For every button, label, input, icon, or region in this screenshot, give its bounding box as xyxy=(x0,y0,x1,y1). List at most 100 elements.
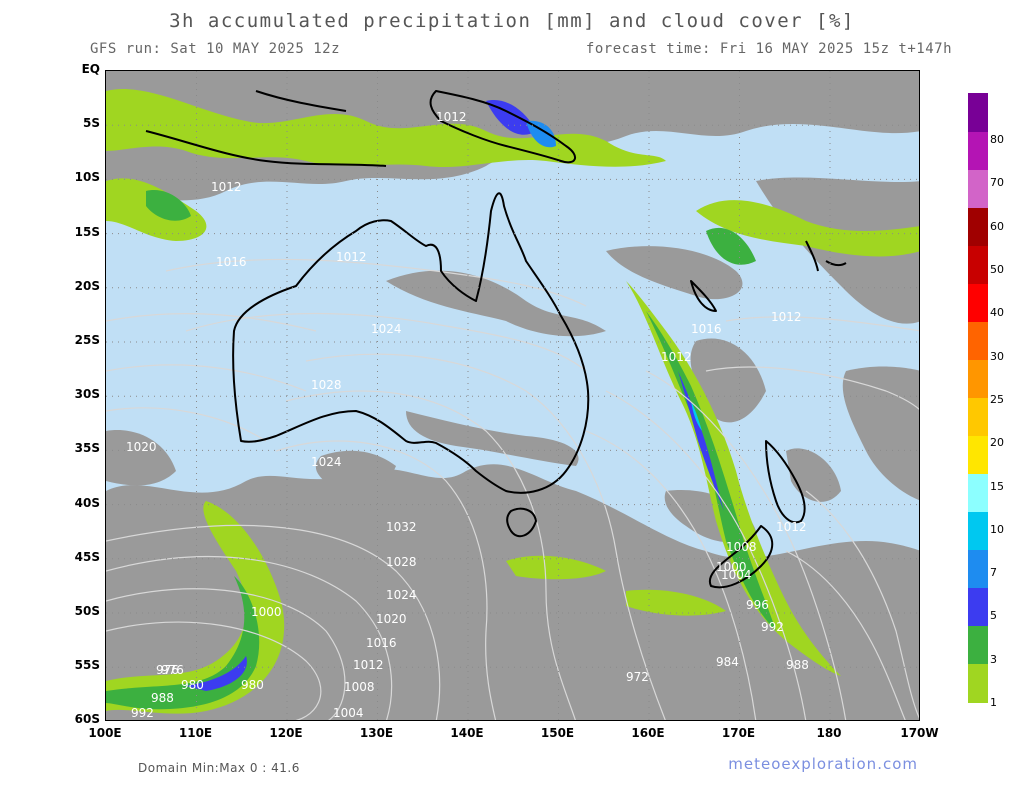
isobar-value-label: 980 xyxy=(241,678,264,692)
colorbar-label: 30 xyxy=(990,349,1004,363)
coastline xyxy=(232,192,590,494)
isobar-line xyxy=(585,430,757,720)
colorbar-label: 10 xyxy=(990,522,1004,536)
isobar-line xyxy=(305,353,666,720)
brand-link[interactable]: meteoexploration.com xyxy=(728,755,918,773)
precip-area xyxy=(626,589,726,616)
isobar-value-label: 1012 xyxy=(211,180,242,194)
isobar-value-label: 1020 xyxy=(376,612,407,626)
colorbar-swatch xyxy=(968,321,988,360)
colorbar-label: 7 xyxy=(990,566,997,580)
cloud-area xyxy=(786,448,841,502)
isobar-value-label: 1024 xyxy=(371,322,402,336)
isobar-value-label: 1000 xyxy=(251,605,282,619)
precip-area xyxy=(678,371,724,511)
isobar-line xyxy=(285,390,576,720)
colorbar-swatch xyxy=(968,397,988,437)
isobar-value-label: 976 xyxy=(156,663,179,677)
latitude-label: EQ xyxy=(81,62,100,76)
colorbar-swatch xyxy=(968,207,988,246)
latitude-label: 25S xyxy=(74,333,100,347)
latitude-label: 55S xyxy=(74,658,100,673)
cloud-area xyxy=(106,430,176,486)
longitude-label: 170E xyxy=(721,726,756,740)
isobar-value-label: 984 xyxy=(716,655,739,669)
coastline xyxy=(765,440,806,524)
cloud-area xyxy=(106,464,919,720)
isobar-line xyxy=(106,312,317,332)
isobar-value-label: 1012 xyxy=(661,350,692,364)
cloud-area xyxy=(690,338,766,423)
isobar-labels: 1012 1012 1012 1016 1020 1024 1028 1024 1032 1028… xyxy=(126,110,809,720)
colorbar-label: 1 xyxy=(990,696,997,709)
isobar-value-label: 1032 xyxy=(386,520,417,534)
latitude-label: 40S xyxy=(74,495,100,510)
isobar-line xyxy=(106,407,267,442)
colorbar-label: 25 xyxy=(990,392,1004,406)
isobar-value-label: 1008 xyxy=(726,540,757,554)
isobar-value-label: 1016 xyxy=(216,255,247,269)
isobar-line xyxy=(106,556,393,720)
coastline xyxy=(429,90,576,164)
colorbar-swatch xyxy=(968,169,988,208)
coastline xyxy=(145,130,387,167)
isobar-value-label: 980 xyxy=(181,678,204,692)
precip-area xyxy=(106,576,260,710)
isobar-value-label: 1024 xyxy=(311,455,342,469)
isobar-line xyxy=(705,366,919,410)
isobar-value-label: 1024 xyxy=(386,588,417,602)
latitude-label: 50S xyxy=(74,604,100,618)
coastline xyxy=(255,90,347,112)
precip-colorbar xyxy=(968,93,988,703)
isobar-line xyxy=(725,316,919,332)
latitude-label: 30S xyxy=(74,387,100,402)
colorbar-swatch xyxy=(968,511,988,551)
colorbar-label: 5 xyxy=(990,609,997,623)
coastline xyxy=(506,507,537,538)
colorbar-swatch xyxy=(968,549,988,589)
longitude-label: 130E xyxy=(359,726,394,740)
colorbar-swatch xyxy=(968,93,988,132)
isobar-value-label: 1016 xyxy=(691,322,722,336)
graticule-layer xyxy=(106,71,919,720)
isobar-value-label: 1016 xyxy=(366,636,397,650)
isobar-value-label: 992 xyxy=(131,706,154,720)
coastline xyxy=(805,240,819,272)
cloud-area xyxy=(315,450,396,491)
colorbar-label: 40 xyxy=(990,306,1004,320)
colorbar-label: 20 xyxy=(990,436,1004,450)
colorbar-label: 60 xyxy=(990,219,1004,233)
isobar-line xyxy=(106,364,307,392)
latitude-label: 35S xyxy=(74,441,100,456)
forecast-time-label: forecast time: Fri 16 MAY 2025 15z t+147… xyxy=(585,41,952,57)
isobar-line xyxy=(106,588,346,720)
precipitation-layer xyxy=(106,88,919,714)
colorbar-label: 50 xyxy=(990,263,1004,276)
longitude-label: 170W xyxy=(900,726,939,740)
colorbar-swatch xyxy=(968,663,988,703)
precip-area xyxy=(146,190,191,221)
weather-map: 1012 1012 1012 1016 1020 1024 1028 1024 1032 1028… xyxy=(105,70,920,721)
isobar-value-label: 1012 xyxy=(771,310,802,324)
isobar-value-label: 1012 xyxy=(776,520,807,534)
isobar-value-label: 1012 xyxy=(353,658,384,672)
isobar-value-label: 976 xyxy=(161,663,184,677)
isobar-line xyxy=(785,550,906,720)
chart-title: 3h accumulated precipitation [mm] and cl… xyxy=(169,10,855,32)
isobar-value-label: 988 xyxy=(151,691,174,705)
cloud-area xyxy=(606,246,743,300)
latitude-label: 15S xyxy=(74,224,100,239)
isobar-value-label: 1004 xyxy=(721,568,752,582)
precip-area xyxy=(186,656,247,691)
precip-area xyxy=(696,200,919,257)
isobar-value-label: 988 xyxy=(786,658,809,672)
colorbar-swatch xyxy=(968,587,988,627)
longitude-label: 100E xyxy=(88,726,122,740)
coastline xyxy=(708,525,774,589)
isobar-value-label: 996 xyxy=(746,598,769,612)
isobar-value-label: 1008 xyxy=(344,680,375,694)
isobar-value-label: 1020 xyxy=(126,440,157,454)
isobar-value-label: 1028 xyxy=(386,555,417,569)
precip-area xyxy=(106,88,666,168)
precip-area xyxy=(526,120,556,148)
